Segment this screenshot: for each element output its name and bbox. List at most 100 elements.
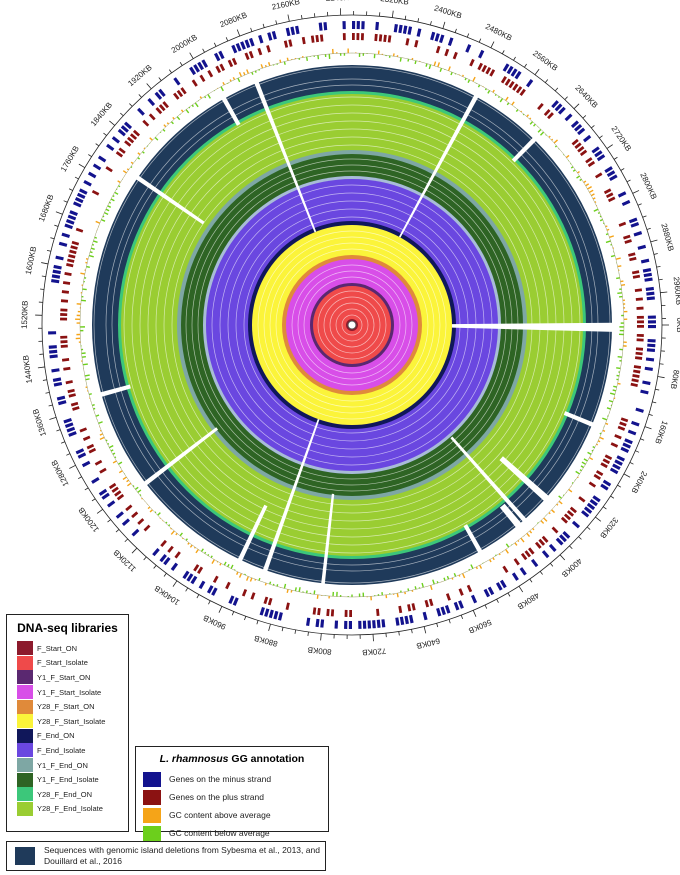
gene-plus-strand <box>70 401 79 407</box>
gc-bar <box>453 573 457 577</box>
minor-tick <box>460 614 464 620</box>
minor-tick <box>626 179 631 183</box>
tick-label: 2960KB <box>672 276 680 305</box>
gene-minus-strand <box>97 155 107 163</box>
gene-plus-strand <box>466 584 473 593</box>
gc-bar <box>154 136 159 141</box>
minor-tick <box>513 56 516 61</box>
gene-plus-strand <box>636 306 644 310</box>
gene-plus-strand <box>352 33 355 41</box>
gene-minus-strand <box>458 600 464 609</box>
gene-minus-strand <box>510 68 518 77</box>
gene-plus-strand <box>69 249 77 255</box>
major-tick <box>632 190 640 194</box>
major-tick <box>623 473 631 478</box>
gc-bar <box>172 116 175 120</box>
library-label: Y28_F_End_ON <box>37 789 93 799</box>
coverage-gap <box>463 524 483 555</box>
gene-minus-strand <box>408 614 414 624</box>
gene-plus-strand <box>563 513 572 521</box>
gc-bar <box>602 429 606 432</box>
gc-bar <box>122 476 127 481</box>
gene-plus-strand <box>131 511 139 519</box>
gene-minus-strand <box>564 113 573 122</box>
gene-plus-strand <box>577 146 585 153</box>
gc-bar <box>616 277 620 280</box>
gc-bar <box>543 517 548 522</box>
major-tick <box>109 120 116 126</box>
ring-divider <box>275 248 429 402</box>
gc-bar <box>461 74 464 77</box>
tick-label: 2320KB <box>380 0 409 7</box>
gene-plus-strand <box>424 599 430 608</box>
gene-minus-strand <box>591 146 600 154</box>
gc-bar <box>222 81 225 86</box>
gene-plus-strand <box>79 427 88 433</box>
gene-plus-strand <box>248 50 254 59</box>
gc-content-track <box>75 48 628 601</box>
library-label: Y1_F_Start_Isolate <box>37 687 102 697</box>
gc-bar <box>505 543 510 548</box>
gc-bar <box>220 86 224 92</box>
ring-divider <box>341 314 363 336</box>
minor-tick <box>554 87 559 92</box>
gc-bar <box>592 445 596 449</box>
gc-bar <box>579 178 583 182</box>
gene-plus-strand <box>566 510 575 517</box>
major-tick <box>320 633 322 641</box>
gene-minus-strand <box>306 617 311 626</box>
library-label: Y28_F_End_Isolate <box>37 804 103 814</box>
gene-minus-strand <box>358 620 362 629</box>
gc-bar <box>617 382 621 385</box>
minor-tick <box>448 619 451 624</box>
gene-plus-strand <box>125 504 133 512</box>
minor-tick <box>652 401 657 404</box>
gene-minus-strand <box>606 170 616 177</box>
gene-minus-strand <box>581 510 590 518</box>
gene-plus-strand <box>636 325 644 328</box>
gc-bar <box>126 168 130 171</box>
annotation-legend-item: GC content above average <box>136 807 328 823</box>
gc-bar <box>141 151 145 154</box>
gene-plus-strand <box>620 417 629 423</box>
tick-label: 320KB <box>598 516 620 540</box>
gene-plus-strand <box>632 274 641 279</box>
gene-minus-strand <box>295 25 300 35</box>
gene-plus-strand <box>91 189 100 196</box>
tick-label: 2240KB <box>326 0 355 3</box>
gene-plus-strand <box>481 64 488 73</box>
gc-bar <box>276 584 279 587</box>
gene-minus-strand <box>633 231 643 237</box>
library-legend-item: Y28_F_Start_ON <box>7 699 128 714</box>
gc-bar <box>264 582 267 586</box>
gene-plus-strand <box>207 69 214 78</box>
gene-plus-strand <box>541 535 549 543</box>
gc-bar <box>91 243 95 246</box>
gene-minus-strand <box>646 296 655 301</box>
tick-label: 1200KB <box>77 506 101 534</box>
gene-minus-strand <box>51 274 61 279</box>
gene-minus-strand <box>647 320 656 324</box>
gene-minus-strand <box>644 366 653 371</box>
gene-minus-strand <box>614 459 623 466</box>
gc-bar <box>260 64 264 69</box>
gene-minus-strand <box>271 30 277 40</box>
gene-plus-strand <box>127 136 135 144</box>
gene-plus-strand <box>317 607 321 616</box>
gene-minus-strand <box>158 88 166 97</box>
gene-minus-strand <box>609 174 618 182</box>
gc-bar <box>446 575 450 580</box>
gene-plus-strand <box>635 297 643 301</box>
gc-bar <box>399 57 402 62</box>
minor-tick <box>88 154 92 157</box>
gc-bar <box>207 93 211 99</box>
gc-bar <box>107 442 110 445</box>
gene-plus-strand <box>199 74 206 82</box>
gene-plus-strand <box>349 609 352 617</box>
major-tick <box>442 21 446 29</box>
gc-bar <box>612 389 617 392</box>
minor-tick <box>466 33 470 38</box>
gene-plus-strand <box>605 192 614 199</box>
gene-plus-strand <box>636 320 644 324</box>
gene-plus-strand <box>64 272 72 277</box>
